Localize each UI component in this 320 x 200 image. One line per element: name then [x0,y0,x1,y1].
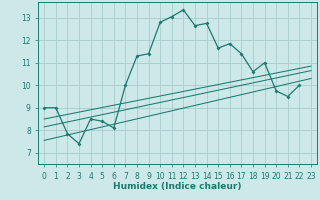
X-axis label: Humidex (Indice chaleur): Humidex (Indice chaleur) [113,182,242,191]
